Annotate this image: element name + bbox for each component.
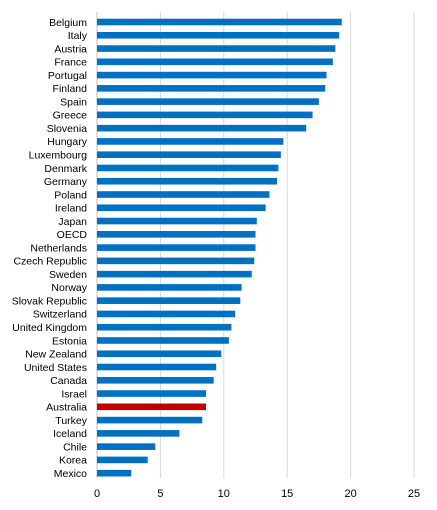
- bar-italy: [97, 31, 340, 39]
- bar-slovak-republic: [97, 297, 241, 304]
- bar-denmark: [97, 164, 279, 172]
- category-label: Greece: [53, 110, 88, 122]
- bar-czech-republic: [97, 257, 255, 265]
- bar-israel: [97, 390, 207, 397]
- category-label: Canada: [50, 375, 87, 387]
- category-label: Ireland: [55, 203, 87, 215]
- bar-switzerland: [97, 310, 236, 318]
- bars: [97, 18, 342, 477]
- bar-canada: [97, 376, 214, 384]
- bar-greece: [97, 111, 313, 119]
- bar-mexico: [97, 469, 132, 477]
- category-label: Finland: [53, 83, 88, 95]
- category-label: France: [54, 57, 87, 69]
- bar-australia: [97, 403, 207, 411]
- category-label: Norway: [51, 282, 87, 294]
- bar-poland: [97, 191, 270, 198]
- bar-portugal: [97, 71, 327, 79]
- category-label: Slovenia: [47, 123, 87, 135]
- bar-estonia: [97, 337, 229, 344]
- category-label: United States: [24, 362, 87, 374]
- bar-austria: [97, 45, 336, 52]
- category-label: Germany: [44, 176, 88, 188]
- bar-japan: [97, 217, 257, 225]
- bar-chile: [97, 443, 156, 450]
- x-tick-label: 10: [218, 488, 230, 500]
- category-label: Belgium: [49, 17, 87, 29]
- x-axis-ticks: 0 5 10 15 20 25: [94, 488, 420, 500]
- bar-belgium: [97, 18, 342, 26]
- x-tick-label: 5: [157, 488, 163, 500]
- category-label: Iceland: [53, 428, 87, 440]
- bar-norway: [97, 284, 242, 291]
- category-label: United Kingdom: [12, 322, 87, 334]
- category-label: Portugal: [48, 70, 87, 82]
- category-label: Switzerland: [33, 309, 87, 321]
- bar-turkey: [97, 416, 203, 424]
- bar-united-states: [97, 363, 217, 371]
- category-label: Luxembourg: [29, 150, 88, 162]
- bar-ireland: [97, 204, 266, 212]
- bar-new-zealand: [97, 350, 222, 358]
- bar-netherlands: [97, 244, 256, 251]
- category-label: Israel: [61, 388, 87, 400]
- category-label: Netherlands: [30, 242, 87, 254]
- bar-spain: [97, 98, 319, 105]
- category-label: OECD: [57, 229, 88, 241]
- category-label: Austria: [54, 43, 87, 55]
- category-label: Japan: [58, 216, 87, 228]
- bar-finland: [97, 85, 326, 92]
- bar-iceland: [97, 430, 180, 437]
- category-label: Korea: [59, 455, 87, 467]
- category-label: Sweden: [49, 269, 87, 281]
- bar-united-kingdom: [97, 323, 232, 331]
- bar-slovenia: [97, 124, 307, 132]
- bar-germany: [97, 177, 278, 185]
- category-label: Denmark: [44, 163, 87, 175]
- bar-korea: [97, 456, 148, 464]
- category-label: New Zealand: [25, 349, 87, 361]
- category-label: Turkey: [55, 415, 87, 427]
- category-label: Poland: [54, 189, 87, 201]
- category-label: Italy: [68, 30, 88, 42]
- bar-sweden: [97, 270, 252, 278]
- x-tick-label: 25: [408, 488, 420, 500]
- x-tick-label: 0: [94, 488, 100, 500]
- bar-oecd: [97, 231, 256, 238]
- category-label: Chile: [63, 441, 87, 453]
- category-label: Australia: [46, 402, 87, 414]
- category-label: Spain: [60, 96, 87, 108]
- bar-france: [97, 58, 333, 66]
- category-label: Slovak Republic: [12, 295, 87, 307]
- bar-hungary: [97, 138, 284, 145]
- category-label: Czech Republic: [13, 256, 87, 268]
- category-label: Hungary: [47, 136, 87, 148]
- x-tick-label: 20: [344, 488, 356, 500]
- category-label: Mexico: [54, 468, 87, 480]
- bar-luxembourg: [97, 151, 281, 158]
- category-label: Estonia: [52, 335, 87, 347]
- x-tick-label: 15: [281, 488, 293, 500]
